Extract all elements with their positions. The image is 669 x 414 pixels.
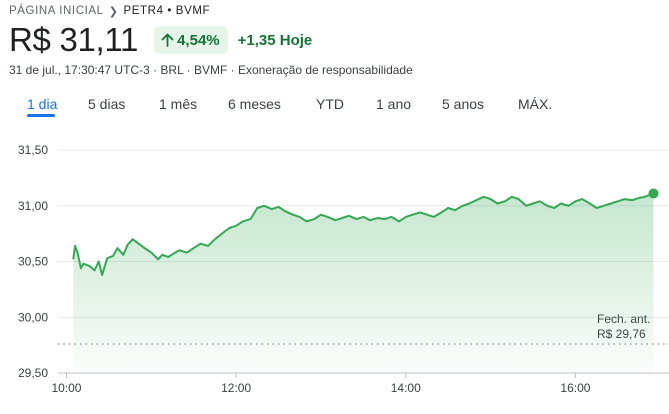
tab-ytd[interactable]: YTD [316, 96, 344, 112]
last-price-dot [648, 188, 659, 199]
y-tick-label: 30,50 [18, 255, 48, 269]
price-line [72, 192, 654, 276]
quote-timestamp: 31 de jul., 17:30:47 UTC-3 · BRL · BVMF … [9, 63, 238, 77]
chart-series: Fech. ant.R$ 29,76 [58, 188, 669, 373]
y-tick-label: 31,50 [18, 143, 48, 157]
tab-6-months[interactable]: 6 meses [228, 96, 281, 112]
price-row: R$ 31,11 4,54% +1,35 Hoje [9, 21, 313, 58]
chevron-right-icon: ❯ [108, 5, 119, 18]
tab-5-years[interactable]: 5 anos [442, 96, 485, 112]
tab-1-month[interactable]: 1 mês [159, 96, 198, 112]
y-tick-label: 30,00 [18, 310, 48, 324]
breadcrumb: PÁGINA INICIAL ❯ PETR4 • BVMF [9, 4, 210, 18]
disclaimer-link[interactable]: Exoneração de responsabilidade [237, 63, 413, 77]
change-percent: 4,54% [177, 31, 220, 49]
price-area-fill [73, 193, 654, 373]
tab-5-days[interactable]: 5 dias [88, 96, 126, 112]
active-tab-indicator [27, 114, 55, 117]
breadcrumb-current: PETR4 • BVMF [123, 5, 211, 17]
x-tick-label: 10:00 [51, 381, 81, 395]
current-price: R$ 31,11 [9, 21, 139, 58]
x-tick-label: 14:00 [391, 381, 421, 395]
tab-max[interactable]: MÁX. [518, 96, 553, 112]
time-range-tabs: 1 dia 5 dias 1 mês 6 meses YTD 1 ano 5 a… [0, 90, 669, 120]
x-tick-label: 16:00 [560, 381, 590, 395]
tab-1-day[interactable]: 1 dia [27, 96, 58, 112]
arrow-up-icon [161, 33, 174, 47]
tab-1-year[interactable]: 1 ano [376, 96, 412, 112]
x-tick-label: 12:00 [221, 381, 251, 395]
change-percent-badge: 4,54% [154, 26, 228, 54]
quote-meta: 31 de jul., 17:30:47 UTC-3 · BRL · BVMF … [9, 63, 413, 77]
breadcrumb-home-link[interactable]: PÁGINA INICIAL [9, 5, 104, 17]
change-absolute: +1,35 Hoje [237, 31, 313, 49]
y-tick-label: 29,50 [18, 366, 48, 380]
y-tick-label: 31,00 [18, 199, 48, 213]
